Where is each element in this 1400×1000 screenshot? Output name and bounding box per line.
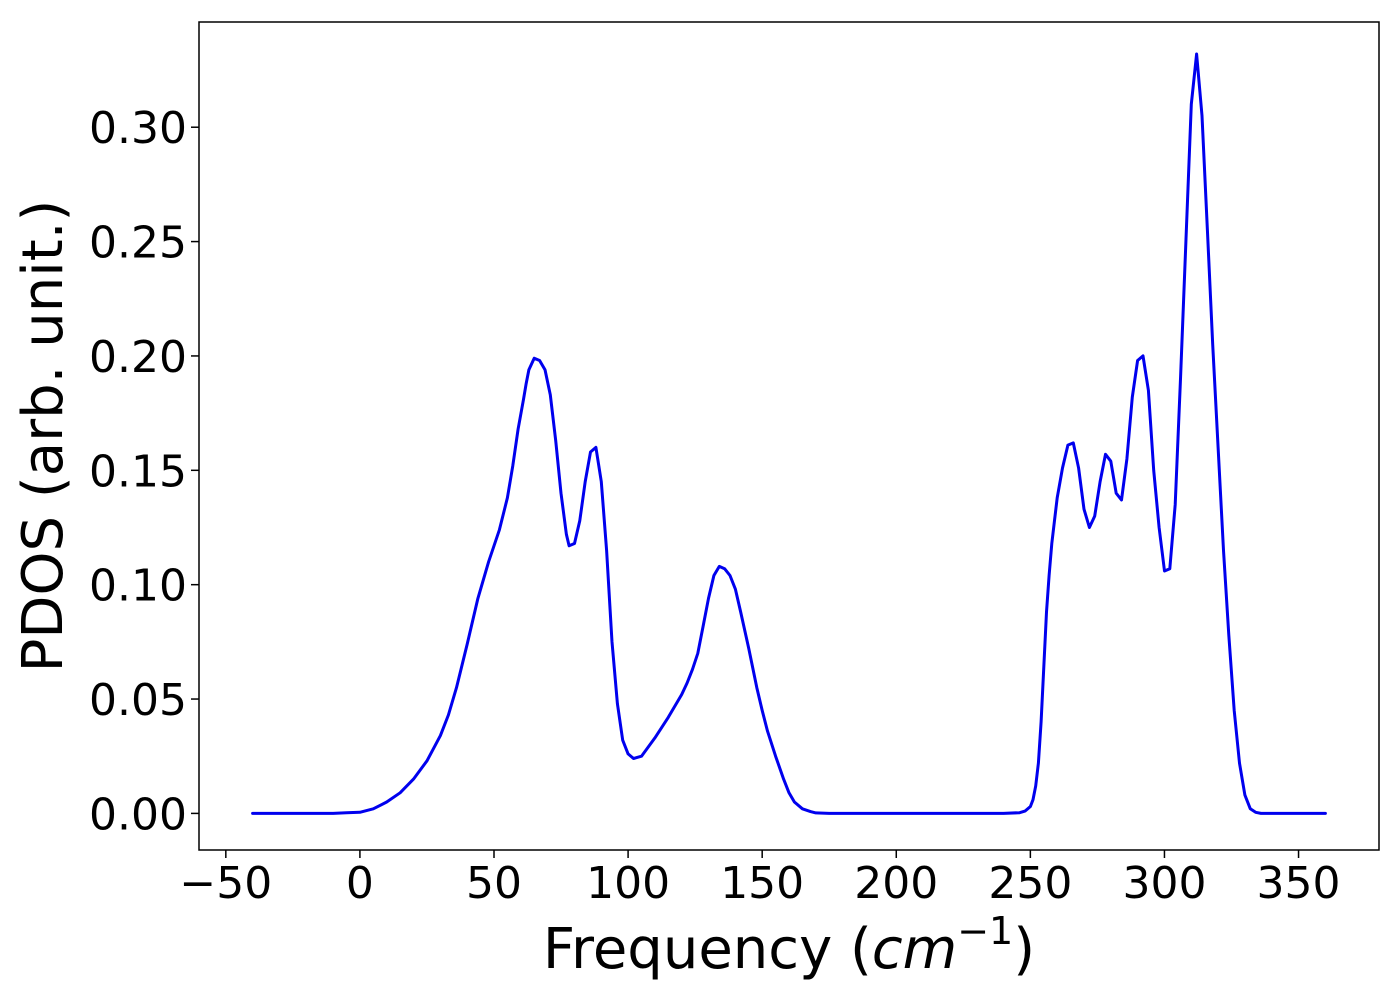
x-axis-label: Frequency (cm−1) xyxy=(543,909,1035,982)
x-axis-label-exponent: −1 xyxy=(957,909,1013,953)
x-axis-label-text: Frequency ( xyxy=(543,917,872,982)
y-tick-label: 0.20 xyxy=(89,332,187,383)
x-tick-label: 150 xyxy=(720,858,804,909)
y-axis-label: PDOS (arb. unit.) xyxy=(11,200,76,673)
x-tick-label: −50 xyxy=(179,858,272,909)
x-tick-label: 300 xyxy=(1122,858,1206,909)
x-tick-label: 250 xyxy=(988,858,1072,909)
y-tick-label: 0.15 xyxy=(89,446,187,497)
x-tick-label: 100 xyxy=(586,858,670,909)
ticks-layer: −50 0 50 100 150 200 250 300 350 0.00 0.05 0.10 0.15… xyxy=(89,103,1341,909)
y-tick-label: 0.25 xyxy=(89,218,187,269)
x-tick-label: 50 xyxy=(466,858,522,909)
y-tick-label: 0.05 xyxy=(89,675,187,726)
plot-frame xyxy=(198,21,1380,851)
series-line xyxy=(251,52,1327,815)
x-tick-label: 200 xyxy=(854,858,938,909)
x-tick-label: 350 xyxy=(1257,858,1341,909)
x-tick-label: 0 xyxy=(346,858,374,909)
x-axis-label-unit: cm xyxy=(872,917,957,982)
y-tick-label: 0.10 xyxy=(89,561,187,612)
x-axis-label-close: ) xyxy=(1013,917,1035,982)
y-tick-label: 0.00 xyxy=(89,789,187,840)
y-tick-label: 0.30 xyxy=(89,103,187,154)
